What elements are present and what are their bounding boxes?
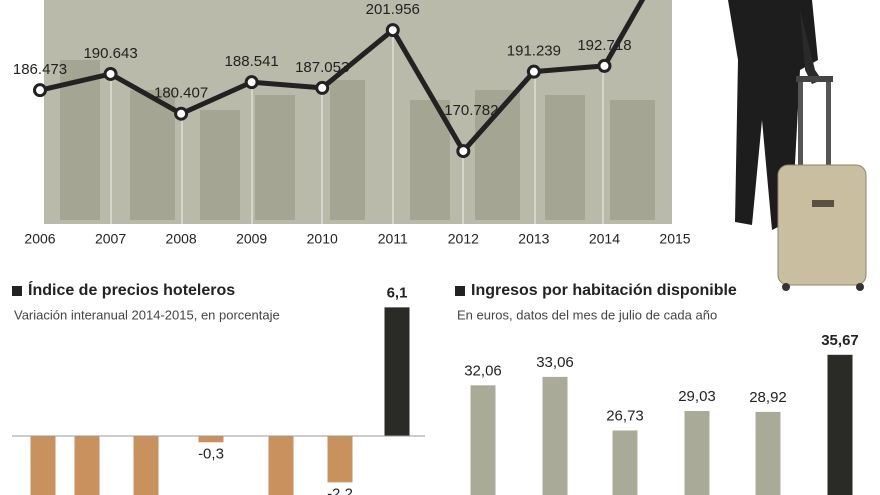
bar — [327, 435, 353, 483]
x-tick-label: 2006 — [24, 231, 55, 247]
bar — [542, 376, 568, 495]
value-label: 180.407 — [154, 85, 208, 102]
point — [174, 106, 189, 121]
bar — [74, 435, 100, 495]
value-label: 201.956 — [366, 1, 420, 18]
point — [315, 80, 330, 95]
bar — [198, 435, 224, 443]
point — [597, 58, 612, 73]
x-tick-label: 2011 — [378, 231, 408, 247]
chart-subtitle: En euros, datos del mes de julio de cada… — [457, 307, 717, 322]
value-label: 26,73 — [606, 407, 644, 424]
value-label: 170.782 — [444, 102, 498, 119]
point — [456, 144, 471, 159]
x-tick-label: 2009 — [236, 231, 267, 247]
value-label: 35,67 — [821, 332, 859, 349]
point — [385, 23, 400, 38]
value-label: -2,2 — [327, 485, 353, 495]
title-marker — [455, 286, 465, 296]
photo-background — [44, 0, 672, 224]
value-label: 187.053 — [295, 59, 349, 76]
point — [33, 83, 47, 98]
bar — [384, 307, 410, 436]
bar — [827, 354, 853, 495]
bar — [612, 430, 638, 495]
x-tick-label: 2015 — [659, 231, 690, 247]
x-tick-label: 2007 — [95, 231, 126, 247]
value-label: 192.718 — [577, 37, 631, 54]
bar — [684, 410, 710, 495]
value-label: 186.473 — [13, 61, 67, 78]
bar — [755, 411, 781, 495]
line — [39, 0, 646, 154]
x-tick-label: 2014 — [589, 231, 620, 247]
x-tick-label: 2013 — [518, 231, 549, 247]
traveller-illustration — [728, 0, 867, 291]
chart-title: Índice de precios hoteleros — [28, 280, 235, 299]
value-label: 29,03 — [678, 388, 716, 405]
bar — [133, 435, 159, 495]
x-tick-label: 2012 — [448, 231, 479, 247]
value-label: -0,3 — [198, 445, 224, 462]
bar — [470, 385, 496, 495]
bar — [30, 435, 56, 495]
value-label: 33,06 — [536, 354, 574, 371]
x-tick-label: 2008 — [166, 231, 197, 247]
value-label: 28,92 — [749, 389, 787, 406]
value-label: 188.541 — [225, 53, 279, 70]
value-label: 191.239 — [507, 43, 561, 60]
x-tick-label: 2010 — [307, 231, 338, 247]
value-label: 32,06 — [464, 362, 502, 379]
value-label: 6,1 — [387, 284, 408, 301]
point — [244, 75, 259, 90]
point — [103, 66, 118, 81]
chart-title: Ingresos por habitación disponible — [471, 282, 737, 299]
point — [526, 64, 541, 79]
bar — [268, 435, 294, 495]
chart-subtitle: Variación interanual 2014-2015, en porce… — [14, 307, 280, 322]
value-label: 190.643 — [83, 45, 137, 62]
title-marker — [12, 286, 22, 296]
